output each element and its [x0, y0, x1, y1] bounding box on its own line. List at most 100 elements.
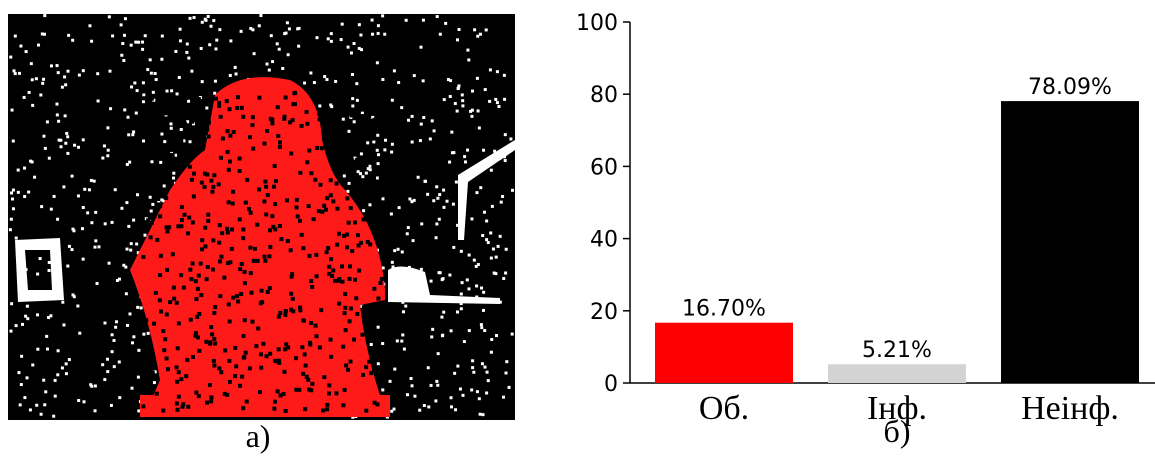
- texture-dot: [307, 148, 312, 153]
- noise-dot: [128, 312, 132, 316]
- noise-dot: [102, 144, 106, 148]
- texture-dot: [217, 240, 222, 245]
- noise-dot: [435, 15, 439, 19]
- texture-dot: [189, 277, 194, 282]
- noise-dot: [142, 332, 146, 336]
- noise-dot: [486, 241, 490, 245]
- noise-dot: [402, 347, 406, 351]
- texture-dot: [205, 264, 210, 269]
- noise-dot: [475, 390, 479, 394]
- texture-dot: [362, 205, 367, 210]
- noise-dot: [444, 21, 448, 25]
- texture-dot: [250, 123, 255, 128]
- texture-dot: [222, 391, 227, 396]
- white-shape: [15, 238, 64, 302]
- texture-dot: [258, 352, 263, 357]
- noise-dot: [405, 232, 409, 236]
- texture-dot: [262, 199, 267, 204]
- noise-dot: [454, 180, 458, 184]
- texture-dot: [174, 401, 179, 406]
- noise-dot: [78, 331, 82, 335]
- noise-dot: [120, 53, 124, 57]
- noise-dot: [460, 93, 464, 97]
- noise-dot: [103, 222, 107, 226]
- noise-dot: [257, 24, 261, 28]
- noise-dot: [11, 188, 15, 192]
- texture-dot: [309, 171, 314, 176]
- noise-dot: [65, 131, 69, 135]
- noise-dot: [442, 310, 446, 314]
- noise-dot: [476, 109, 480, 113]
- noise-dot: [485, 219, 489, 223]
- texture-dot: [369, 371, 374, 376]
- texture-dot: [182, 121, 187, 126]
- noise-dot: [149, 71, 153, 75]
- texture-dot: [285, 198, 290, 203]
- texture-dot: [175, 407, 180, 412]
- texture-dot: [238, 383, 243, 388]
- noise-dot: [73, 143, 77, 147]
- noise-dot: [446, 78, 450, 82]
- noise-dot: [449, 396, 453, 400]
- texture-dot: [276, 314, 281, 319]
- texture-dot: [152, 213, 157, 218]
- noise-dot: [200, 20, 204, 24]
- noise-dot: [392, 407, 396, 411]
- texture-dot: [244, 399, 249, 404]
- noise-dot: [90, 39, 94, 43]
- noise-dot: [390, 409, 394, 413]
- noise-dot: [474, 264, 478, 268]
- noise-dot: [475, 191, 479, 195]
- texture-dot: [217, 103, 222, 108]
- noise-dot: [409, 377, 413, 381]
- noise-dot: [494, 255, 498, 259]
- noise-dot: [126, 323, 130, 327]
- noise-dot: [462, 340, 466, 344]
- noise-dot: [286, 53, 290, 57]
- noise-dot: [470, 388, 474, 392]
- texture-dot: [345, 196, 350, 201]
- noise-dot: [452, 245, 456, 249]
- value-label: 5.21%: [862, 338, 932, 363]
- noise-dot: [490, 337, 494, 341]
- noise-dot: [130, 341, 134, 345]
- texture-dot: [350, 148, 355, 153]
- texture-dot: [320, 209, 325, 214]
- texture-dot: [297, 218, 302, 223]
- texture-dot: [174, 365, 179, 370]
- noise-dot: [146, 331, 150, 335]
- noise-dot: [103, 378, 107, 382]
- noise-dot: [49, 64, 53, 68]
- noise-dot: [55, 113, 59, 117]
- texture-dot: [242, 281, 247, 286]
- noise-dot: [502, 277, 506, 281]
- noise-dot: [473, 28, 477, 32]
- noise-dot: [16, 168, 20, 172]
- noise-dot: [461, 104, 465, 108]
- noise-dot: [357, 23, 361, 27]
- x-tick-label: Об.: [699, 390, 749, 427]
- texture-dot: [230, 201, 235, 206]
- texture-dot: [283, 347, 288, 352]
- texture-dot: [167, 225, 172, 230]
- noise-dot: [66, 151, 70, 155]
- texture-dot: [219, 370, 224, 375]
- texture-dot: [164, 225, 169, 230]
- texture-dot: [273, 202, 278, 207]
- noise-dot: [448, 160, 452, 164]
- texture-dot: [233, 374, 238, 379]
- texture-dot: [213, 305, 218, 310]
- texture-dot: [175, 379, 180, 384]
- noise-dot: [475, 76, 479, 80]
- noise-dot: [442, 188, 446, 192]
- white-shape: [458, 140, 515, 240]
- texture-dot: [317, 345, 322, 350]
- noise-dot: [127, 224, 131, 228]
- texture-dot: [217, 223, 222, 228]
- texture-dot: [361, 217, 366, 222]
- texture-dot: [225, 226, 230, 231]
- texture-dot: [218, 259, 223, 264]
- noise-dot: [442, 98, 446, 102]
- texture-dot: [239, 291, 244, 296]
- noise-dot: [192, 16, 196, 20]
